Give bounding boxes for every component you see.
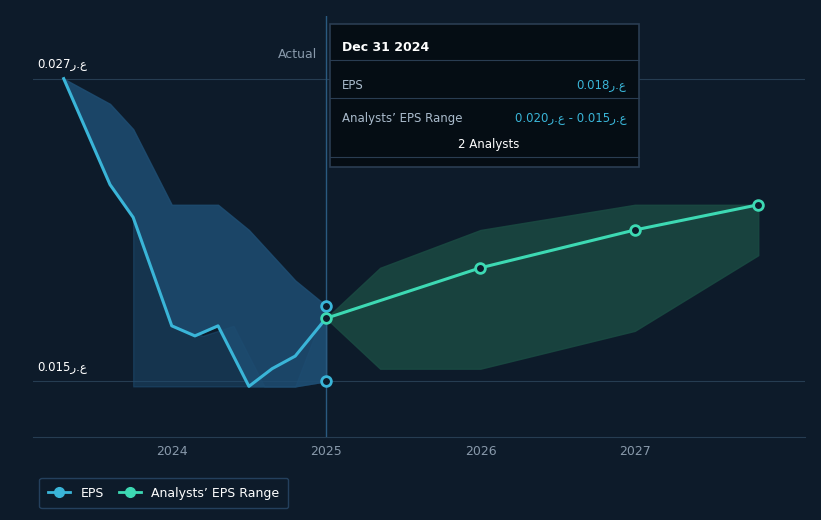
Text: EPS: EPS <box>342 79 364 92</box>
Text: 0.018ر.ع: 0.018ر.ع <box>576 79 626 92</box>
Text: Analysts’ EPS Range: Analysts’ EPS Range <box>342 112 463 125</box>
Legend: EPS, Analysts’ EPS Range: EPS, Analysts’ EPS Range <box>39 478 288 509</box>
Text: 0.020ر.ع - 0.015ر.ع: 0.020ر.ع - 0.015ر.ع <box>515 112 626 125</box>
Text: 0.015ر.ع: 0.015ر.ع <box>38 361 87 374</box>
Text: 0.027ر.ع: 0.027ر.ع <box>38 58 88 71</box>
Text: 2 Analysts: 2 Analysts <box>458 138 520 151</box>
Text: Dec 31 2024: Dec 31 2024 <box>342 41 429 54</box>
FancyBboxPatch shape <box>330 24 639 167</box>
Text: Analysts Forecasts: Analysts Forecasts <box>335 48 452 61</box>
Text: Actual: Actual <box>277 48 317 61</box>
